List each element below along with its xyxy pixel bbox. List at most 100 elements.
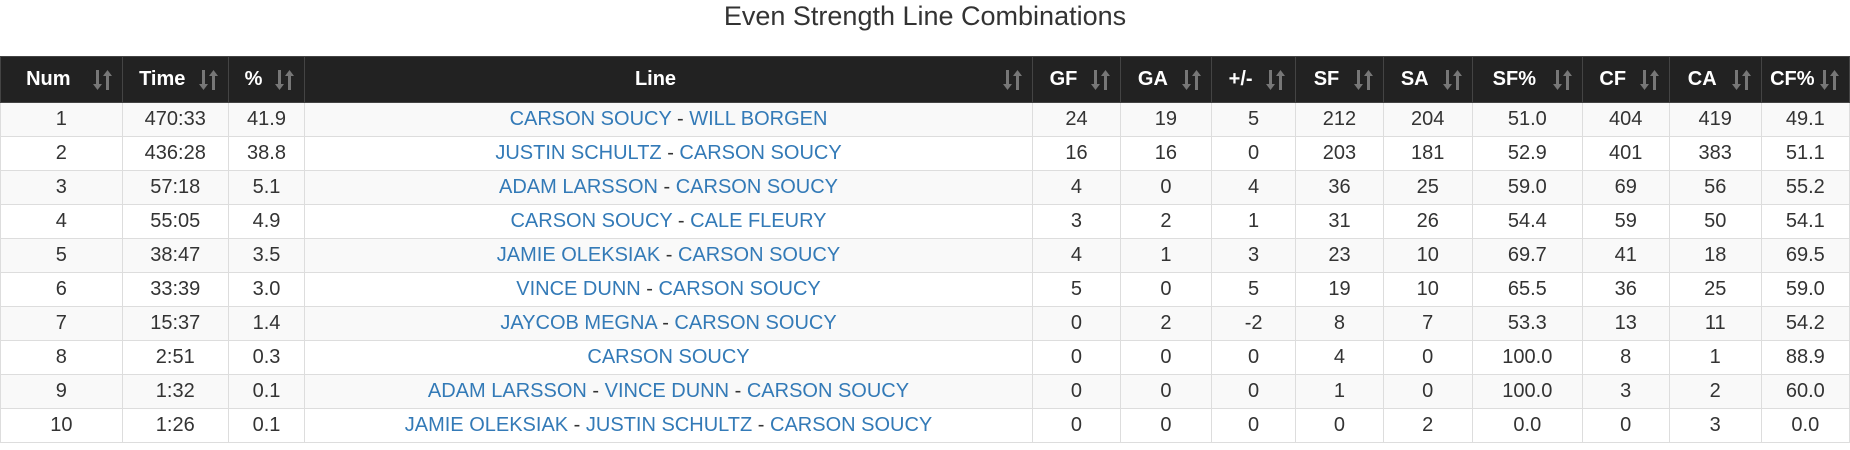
player-link[interactable]: JAYCOB MEGNA — [500, 312, 657, 334]
column-header-pct[interactable]: % — [227, 56, 306, 103]
cell-sf: 36 — [1295, 170, 1384, 205]
cell-gf: 0 — [1031, 374, 1122, 409]
column-header-line[interactable]: Line — [304, 56, 1033, 103]
player-link[interactable]: CARSON SOUCY — [509, 108, 672, 130]
cell-ca: 1 — [1668, 340, 1762, 375]
player-link[interactable]: CARSON SOUCY — [675, 176, 838, 198]
cell-sf: 8 — [1295, 306, 1384, 341]
column-header-cfp[interactable]: CF% — [1760, 56, 1850, 103]
cell-ga: 19 — [1120, 102, 1212, 137]
cell-sa: 10 — [1382, 272, 1473, 307]
player-link[interactable]: CARSON SOUCY — [677, 244, 841, 266]
column-header-ca[interactable]: CA — [1668, 56, 1762, 103]
table-row: 2 436:28 38.8 JUSTIN SCHULTZ - CARSON SOUCY… — [0, 136, 1850, 171]
sort-arrows-icon[interactable] — [1265, 68, 1287, 92]
table-row: 9 1:32 0.1 ADAM LARSSON - VINCE DUNN - CARS… — [0, 374, 1850, 409]
column-header-time[interactable]: Time — [121, 56, 229, 103]
cell-sfp: 52.9 — [1471, 136, 1583, 171]
player-link[interactable]: CARSON SOUCY — [510, 210, 673, 232]
cell-pct: 0.1 — [227, 408, 306, 443]
sort-arrows-icon[interactable] — [1181, 68, 1203, 92]
player-link[interactable]: JAMIE OLEKSIAK — [496, 244, 661, 266]
player-link[interactable]: CARSON SOUCY — [679, 142, 842, 164]
cell-pct: 0.1 — [227, 374, 306, 409]
player-separator: - — [661, 142, 680, 164]
cell-ca: 11 — [1668, 306, 1762, 341]
cell-line: CARSON SOUCY - CALE FLEURY — [304, 204, 1033, 239]
cell-sa: 10 — [1382, 238, 1473, 273]
column-header-pm[interactable]: +/- — [1210, 56, 1297, 103]
column-header-ga[interactable]: GA — [1120, 56, 1212, 103]
player-link[interactable]: CARSON SOUCY — [587, 346, 750, 368]
player-link[interactable]: CARSON SOUCY — [658, 278, 821, 300]
column-header-sfp[interactable]: SF% — [1471, 56, 1583, 103]
table-header-row: Num Time% Line GF GA +/- SF SA SF% CF CA CF% — [0, 56, 1850, 103]
sort-arrows-icon[interactable] — [92, 68, 114, 92]
player-link[interactable]: VINCE DUNN — [604, 380, 730, 402]
column-header-sa[interactable]: SA — [1382, 56, 1473, 103]
column-header-sf[interactable]: SF — [1295, 56, 1384, 103]
cell-sa: 7 — [1382, 306, 1473, 341]
player-link[interactable]: JAMIE OLEKSIAK — [404, 414, 569, 436]
cell-sfp: 0.0 — [1471, 408, 1583, 443]
player-link[interactable]: CARSON SOUCY — [746, 380, 910, 402]
cell-cf: 8 — [1581, 340, 1670, 375]
cell-cf: 59 — [1581, 204, 1670, 239]
cell-line: ADAM LARSSON - CARSON SOUCY — [304, 170, 1033, 205]
cell-sf: 1 — [1295, 374, 1384, 409]
column-header-label: +/- — [1228, 68, 1253, 90]
cell-num: 1 — [0, 102, 123, 137]
sort-arrows-icon[interactable] — [274, 68, 296, 92]
cell-pct: 38.8 — [227, 136, 306, 171]
player-separator: - — [672, 210, 691, 232]
sort-arrows-icon[interactable] — [1090, 68, 1112, 92]
cell-cf: 41 — [1581, 238, 1670, 273]
player-link[interactable]: ADAM LARSSON — [427, 380, 587, 402]
sort-arrows-icon[interactable] — [1731, 68, 1753, 92]
cell-ca: 50 — [1668, 204, 1762, 239]
sort-arrows-icon[interactable] — [1552, 68, 1574, 92]
player-link[interactable]: CARSON SOUCY — [770, 414, 933, 436]
sort-arrows-icon[interactable] — [1442, 68, 1464, 92]
cell-sa: 204 — [1382, 102, 1473, 137]
player-separator: - — [586, 380, 605, 402]
line-combinations-table: Num Time% Line GF GA +/- SF SA SF% CF CA CF% 1 470:3… — [0, 56, 1850, 443]
player-link[interactable]: JUSTIN SCHULTZ — [585, 414, 753, 436]
cell-sf: 31 — [1295, 204, 1384, 239]
cell-line: JAYCOB MEGNA - CARSON SOUCY — [304, 306, 1033, 341]
sort-arrows-icon[interactable] — [1639, 68, 1661, 92]
cell-sf: 19 — [1295, 272, 1384, 307]
cell-sa: 26 — [1382, 204, 1473, 239]
table-body: 1 470:33 41.9 CARSON SOUCY - WILL BORGEN 24 1… — [0, 102, 1850, 443]
cell-pm: 0 — [1210, 408, 1297, 443]
page-title: Even Strength Line Combinations — [723, 1, 1127, 31]
cell-time: 1:26 — [121, 408, 229, 443]
player-link[interactable]: ADAM LARSSON — [499, 176, 658, 198]
sort-arrows-icon[interactable] — [1819, 68, 1841, 92]
player-separator: - — [657, 176, 676, 198]
column-header-cf[interactable]: CF — [1581, 56, 1670, 103]
cell-sf: 0 — [1295, 408, 1384, 443]
column-header-label: Num — [26, 68, 71, 90]
player-link[interactable]: JUSTIN SCHULTZ — [495, 142, 662, 164]
sort-arrows-icon[interactable] — [1002, 68, 1024, 92]
column-header-label: CF% — [1770, 68, 1815, 90]
sort-arrows-icon[interactable] — [1353, 68, 1375, 92]
player-link[interactable]: VINCE DUNN — [516, 278, 641, 300]
cell-pm: 0 — [1210, 340, 1297, 375]
cell-sf: 203 — [1295, 136, 1384, 171]
cell-num: 5 — [0, 238, 123, 273]
cell-sfp: 69.7 — [1471, 238, 1583, 273]
player-link[interactable]: CALE FLEURY — [690, 210, 827, 232]
sort-arrows-icon[interactable] — [198, 68, 220, 92]
cell-gf: 4 — [1031, 238, 1122, 273]
cell-time: 470:33 — [121, 102, 229, 137]
player-link[interactable]: CARSON SOUCY — [674, 312, 837, 334]
player-separator: - — [660, 244, 678, 266]
column-header-gf[interactable]: GF — [1031, 56, 1122, 103]
player-link[interactable]: WILL BORGEN — [689, 108, 828, 130]
cell-time: 15:37 — [121, 306, 229, 341]
table-row: 6 33:39 3.0 VINCE DUNN - CARSON SOUCY 5 0 5 19 1… — [0, 272, 1850, 307]
column-header-num[interactable]: Num — [0, 56, 123, 103]
column-header-label: SF — [1313, 68, 1340, 90]
